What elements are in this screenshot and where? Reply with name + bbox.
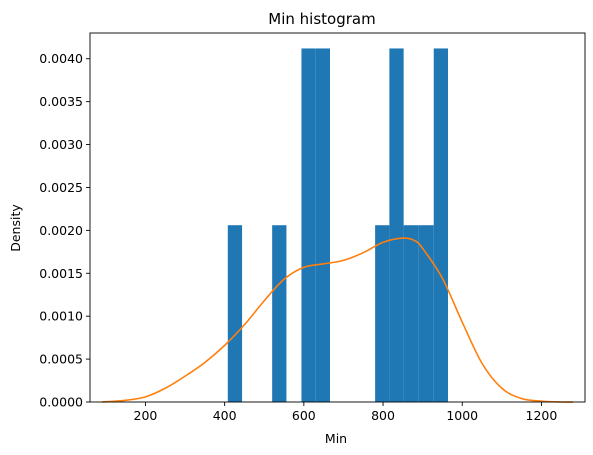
y-tick-label-5: 0.0025 bbox=[39, 180, 83, 195]
y-axis-label: Density bbox=[8, 204, 23, 252]
chart-title: Min histogram bbox=[268, 10, 375, 28]
plot-area: 200 400 600 800 1000 1200 0.0000 0.0005 0.0010 0.… bbox=[39, 32, 586, 423]
histogram-bar-5 bbox=[301, 48, 316, 402]
y-tick-label-4: 0.0020 bbox=[39, 223, 83, 238]
histogram-bar-10 bbox=[375, 225, 390, 402]
histogram-bar-3 bbox=[272, 225, 287, 402]
histogram-bar-11 bbox=[389, 48, 404, 402]
y-tick-label-7: 0.0035 bbox=[39, 94, 83, 109]
y-tick-label-8: 0.0040 bbox=[39, 51, 83, 66]
kde-density-line bbox=[101, 237, 574, 403]
x-tick-label-600: 600 bbox=[292, 408, 316, 423]
x-axis-label: Min bbox=[325, 431, 347, 446]
x-tick-label-1000: 1000 bbox=[446, 408, 478, 423]
x-tick-label-1200: 1200 bbox=[526, 408, 558, 423]
histogram-bar-6 bbox=[315, 48, 330, 402]
histogram-bar-13 bbox=[418, 225, 434, 402]
x-tick-label-200: 200 bbox=[134, 408, 158, 423]
y-tick-label-0: 0.0000 bbox=[39, 395, 83, 410]
x-tick-label-400: 400 bbox=[213, 408, 237, 423]
y-tick-label-6: 0.0030 bbox=[39, 137, 83, 152]
y-tick-label-3: 0.0015 bbox=[39, 266, 83, 281]
plot-frame bbox=[89, 32, 586, 403]
y-tick-label-1: 0.0005 bbox=[39, 352, 83, 367]
histogram-bar-0 bbox=[227, 225, 243, 402]
x-tick-label-800: 800 bbox=[371, 408, 395, 423]
histogram-bar-14 bbox=[433, 48, 448, 402]
histogram-bar-12 bbox=[403, 225, 419, 402]
y-tick-label-2: 0.0010 bbox=[39, 309, 83, 324]
